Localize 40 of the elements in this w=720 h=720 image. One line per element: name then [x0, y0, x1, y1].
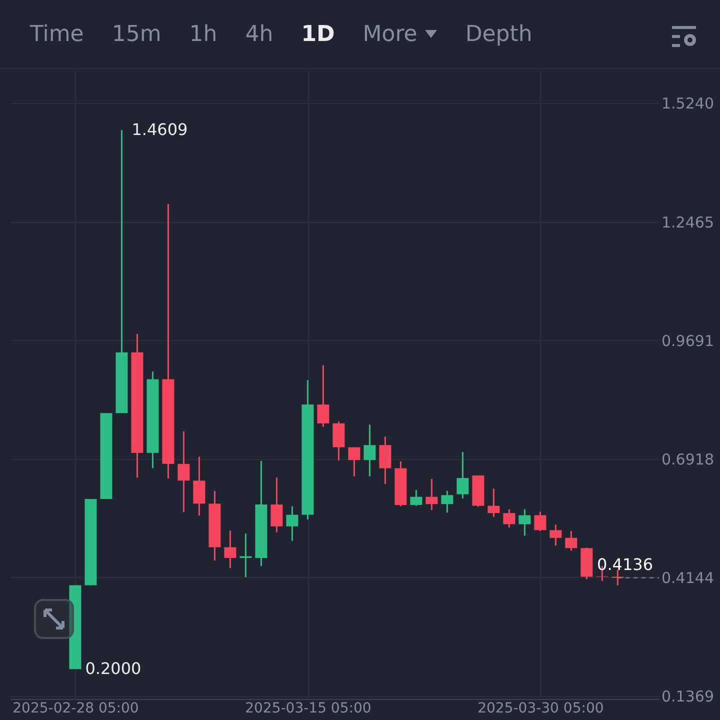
candlestick: [488, 488, 500, 518]
y-tick-label: 0.1369: [662, 688, 714, 706]
x-tick-label: 2025-03-15 05:00: [245, 700, 372, 716]
y-tick-label: 1.2465: [662, 213, 714, 232]
candlestick: [240, 532, 252, 578]
candlestick: [193, 456, 206, 516]
candlestick: [565, 530, 578, 552]
candlestick: [332, 420, 345, 462]
y-tick-label: 0.6918: [662, 450, 714, 468]
candlestick: [534, 511, 546, 532]
text: Depth: [465, 22, 532, 46]
candlestick: [270, 476, 283, 534]
text: 1h: [189, 22, 218, 46]
candlestick: [550, 524, 562, 546]
annotation: 1.4609: [132, 120, 188, 140]
text: More: [362, 22, 418, 46]
ref-line-label: 0.4136: [597, 554, 653, 574]
candlestick: [379, 436, 392, 485]
y-tick-label: 0.4144: [662, 568, 714, 587]
text: 15m: [112, 22, 162, 46]
candlestick: [348, 446, 360, 478]
candlestick: [426, 478, 438, 511]
candlestick: [178, 430, 190, 513]
candlestick: [503, 508, 516, 528]
candlestick: [441, 490, 454, 514]
text: 4h: [245, 22, 274, 46]
text: Time: [30, 22, 84, 46]
y-tick-label: 0.9691: [662, 332, 714, 350]
x-tick-label: 2025-02-28 05:00: [12, 700, 139, 716]
candlestick: [410, 489, 422, 507]
annotation: 0.2000: [85, 659, 142, 678]
text: 1D: [301, 22, 335, 46]
candlestick: [456, 451, 469, 500]
candlestick: [224, 530, 236, 569]
candlestick: [364, 424, 376, 478]
candlestick: [317, 364, 330, 428]
x-tick-label: 2025-03-30 05:00: [478, 700, 604, 716]
y-tick-label: 1.5240: [662, 94, 714, 113]
candlestick: [518, 508, 531, 536]
candlestick: [286, 505, 298, 542]
